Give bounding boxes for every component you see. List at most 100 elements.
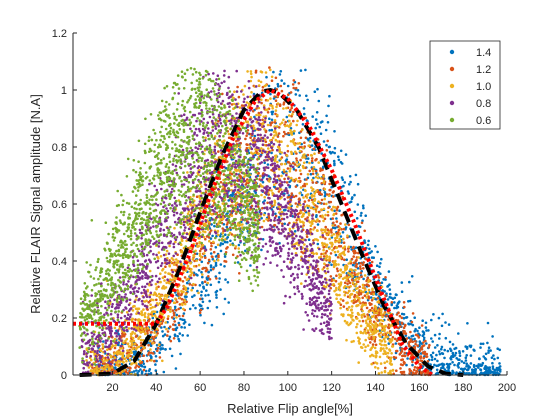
data-point	[322, 179, 326, 183]
data-point	[156, 332, 159, 335]
data-point	[258, 178, 261, 181]
data-point	[154, 282, 158, 286]
data-point	[283, 162, 287, 166]
data-point	[158, 341, 162, 344]
data-point	[176, 335, 179, 338]
data-point	[172, 213, 176, 217]
data-point	[465, 368, 469, 372]
data-point	[191, 304, 195, 307]
data-point	[496, 371, 499, 375]
data-point	[333, 146, 337, 150]
data-point	[307, 238, 311, 241]
data-point	[199, 209, 202, 213]
data-point	[337, 228, 341, 232]
data-point	[214, 246, 218, 249]
data-point	[383, 349, 386, 353]
data-point	[294, 93, 298, 96]
data-point	[237, 95, 241, 99]
data-point	[436, 344, 439, 347]
data-point	[323, 230, 327, 233]
data-point	[382, 337, 386, 341]
data-point	[154, 363, 157, 366]
data-point	[271, 107, 275, 110]
data-point	[271, 104, 274, 108]
data-point	[311, 115, 315, 118]
data-point	[297, 147, 300, 150]
data-point	[202, 230, 205, 233]
data-point	[403, 351, 407, 355]
data-point	[129, 339, 133, 343]
data-point	[351, 314, 354, 318]
data-point	[142, 308, 145, 311]
data-point	[266, 208, 269, 211]
data-point	[274, 212, 277, 216]
data-point	[390, 301, 394, 304]
data-point	[167, 337, 171, 341]
data-point	[160, 326, 163, 329]
data-point	[275, 105, 278, 109]
data-point	[361, 245, 364, 249]
data-point	[138, 319, 142, 322]
data-point	[227, 136, 231, 140]
data-point	[339, 222, 342, 225]
data-point	[177, 293, 180, 296]
data-point	[138, 359, 142, 363]
data-point	[269, 97, 272, 100]
data-point	[353, 210, 357, 214]
data-point	[394, 318, 398, 322]
data-point	[441, 352, 445, 356]
data-point	[477, 364, 480, 368]
data-point	[423, 350, 427, 354]
data-point	[380, 371, 384, 374]
data-point	[311, 217, 314, 220]
data-point	[155, 287, 158, 291]
data-point	[276, 113, 279, 117]
data-point	[157, 257, 160, 260]
data-point	[278, 146, 281, 150]
data-point	[255, 113, 258, 117]
data-point	[415, 369, 418, 373]
data-point	[263, 128, 266, 131]
data-point	[175, 316, 178, 319]
data-point	[265, 108, 268, 112]
data-point	[485, 369, 488, 373]
data-point	[262, 219, 266, 223]
data-point	[353, 298, 357, 301]
data-point	[200, 260, 204, 264]
data-point	[363, 349, 367, 353]
data-point	[359, 262, 363, 265]
data-point	[186, 171, 189, 174]
data-point	[402, 332, 405, 335]
data-point	[459, 367, 463, 371]
data-point	[358, 342, 361, 345]
data-point	[273, 134, 276, 137]
data-point	[387, 371, 390, 375]
data-point	[128, 369, 131, 373]
data-point	[278, 179, 282, 182]
data-point	[295, 157, 298, 160]
data-point	[339, 298, 343, 301]
data-point	[322, 255, 326, 258]
data-point	[323, 217, 327, 221]
data-point	[291, 179, 295, 182]
data-point	[351, 246, 355, 250]
data-point	[310, 195, 314, 198]
data-point	[405, 337, 409, 340]
data-point	[339, 235, 343, 238]
data-point	[173, 279, 176, 283]
data-point	[129, 335, 133, 338]
data-point	[172, 268, 176, 272]
data-point	[310, 186, 313, 189]
data-point	[130, 351, 133, 355]
data-point	[333, 151, 337, 155]
data-point	[342, 286, 346, 289]
data-point	[418, 326, 421, 330]
data-point	[233, 90, 236, 93]
data-point	[299, 186, 303, 189]
data-point	[379, 318, 383, 322]
data-point	[258, 174, 262, 178]
data-point	[118, 350, 122, 354]
data-point	[361, 286, 365, 289]
data-point	[245, 143, 248, 146]
data-point	[192, 255, 196, 258]
